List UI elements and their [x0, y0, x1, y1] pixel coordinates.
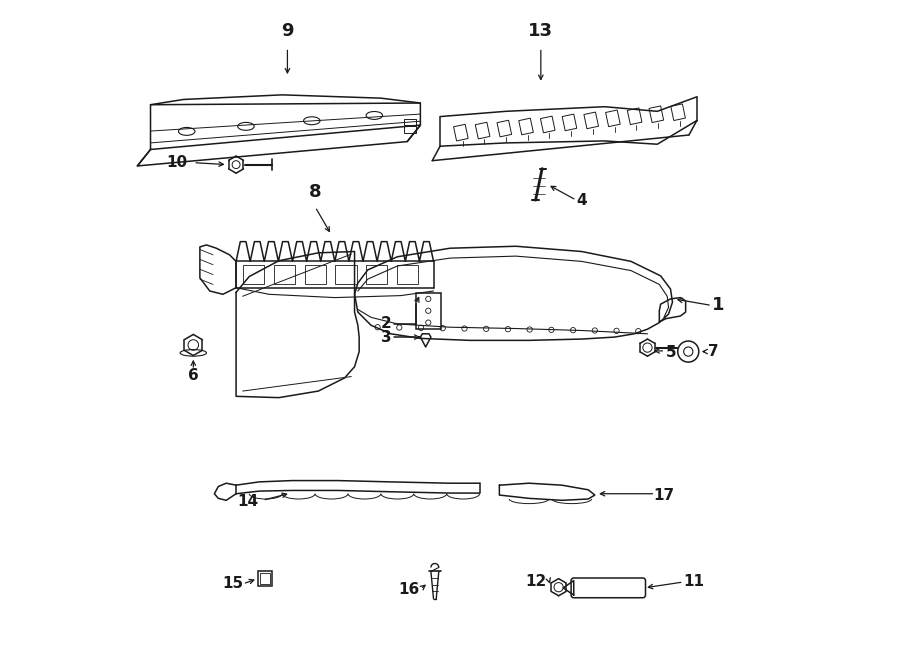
- Bar: [497, 120, 511, 137]
- Text: 5: 5: [666, 345, 677, 360]
- Bar: [649, 106, 663, 122]
- Bar: [518, 118, 534, 135]
- Bar: [257, 571, 273, 586]
- Bar: [670, 104, 686, 120]
- Text: 7: 7: [708, 344, 718, 359]
- Text: 2: 2: [381, 317, 392, 331]
- Text: 10: 10: [166, 155, 187, 170]
- Bar: [243, 264, 264, 284]
- Text: 8: 8: [309, 183, 321, 201]
- Bar: [584, 112, 598, 129]
- Bar: [260, 573, 270, 584]
- Bar: [404, 126, 416, 133]
- Text: 6: 6: [188, 368, 199, 383]
- Text: 9: 9: [281, 22, 293, 40]
- Text: 11: 11: [683, 574, 704, 590]
- Bar: [336, 264, 356, 284]
- Text: 17: 17: [653, 488, 674, 502]
- Text: 13: 13: [528, 22, 554, 40]
- Bar: [454, 124, 468, 141]
- Text: 14: 14: [238, 494, 258, 509]
- Text: 4: 4: [576, 192, 587, 208]
- Text: 16: 16: [398, 582, 419, 597]
- Text: 12: 12: [525, 574, 546, 590]
- Bar: [416, 293, 441, 329]
- Bar: [606, 110, 620, 127]
- Bar: [475, 122, 490, 139]
- Bar: [366, 264, 388, 284]
- Text: 15: 15: [222, 576, 243, 592]
- Bar: [274, 264, 294, 284]
- Bar: [627, 108, 642, 125]
- Bar: [562, 114, 577, 131]
- Bar: [397, 264, 418, 284]
- Bar: [541, 116, 555, 133]
- Bar: [304, 264, 326, 284]
- Text: 3: 3: [381, 330, 392, 344]
- Text: 1: 1: [712, 297, 724, 315]
- Bar: [404, 118, 416, 125]
